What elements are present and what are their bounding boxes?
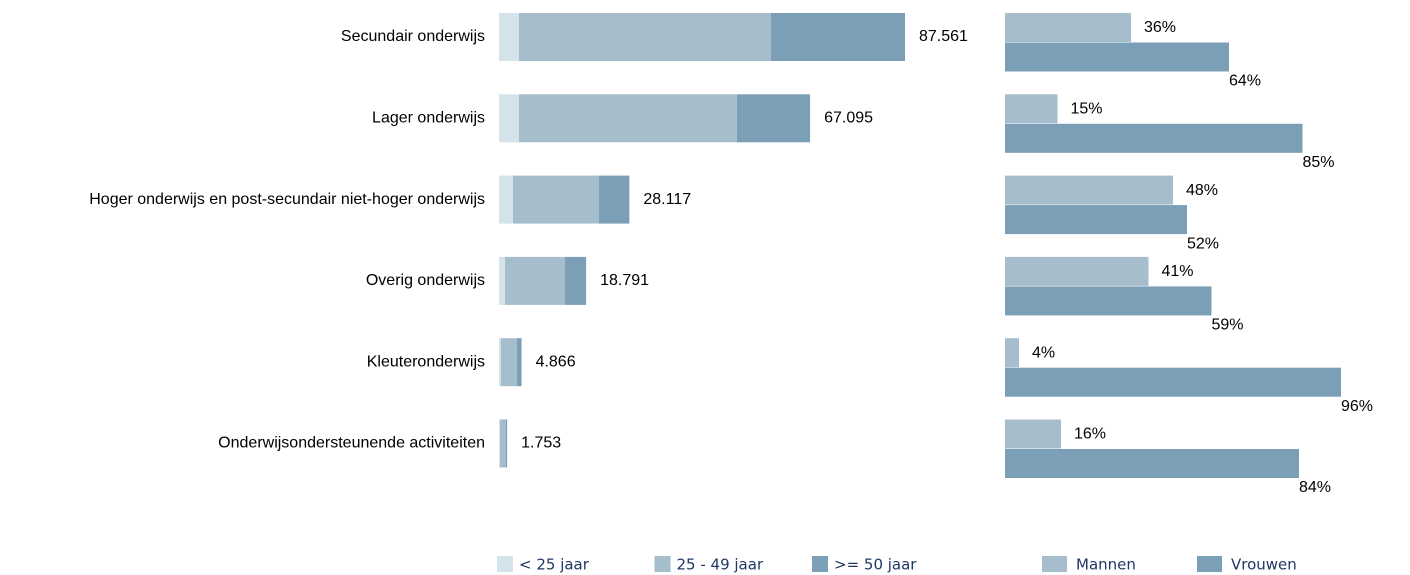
bar-segment bbox=[500, 338, 517, 387]
legend-swatch bbox=[1042, 556, 1067, 572]
value-label: 36% bbox=[1144, 19, 1176, 36]
bar-segment bbox=[499, 175, 513, 224]
legend-swatch bbox=[812, 556, 828, 572]
value-label: 4% bbox=[1032, 344, 1055, 361]
bar bbox=[1005, 94, 1058, 124]
legend-label: 25 - 49 jaar bbox=[677, 556, 764, 574]
value-label: 85% bbox=[1303, 154, 1335, 171]
bar bbox=[1005, 449, 1299, 478]
bar-segment bbox=[499, 13, 519, 61]
bar bbox=[1005, 338, 1019, 368]
bar-segment bbox=[499, 338, 501, 387]
value-label: 16% bbox=[1074, 426, 1106, 443]
total-label: 67.095 bbox=[824, 110, 873, 127]
value-label: 48% bbox=[1186, 182, 1218, 199]
bar-segment bbox=[736, 94, 811, 143]
bar-segment bbox=[516, 338, 522, 387]
total-label: 28.117 bbox=[643, 191, 691, 208]
bar bbox=[1005, 123, 1303, 153]
value-label: 41% bbox=[1162, 263, 1194, 280]
legend-swatch bbox=[497, 556, 513, 572]
category-label: Overig onderwijs bbox=[366, 272, 485, 289]
bar-segment bbox=[499, 419, 500, 468]
category-label: Lager onderwijs bbox=[372, 110, 485, 127]
value-label: 96% bbox=[1341, 398, 1373, 415]
bar-segment bbox=[770, 13, 905, 61]
value-label: 84% bbox=[1299, 479, 1331, 496]
total-label: 87.561 bbox=[919, 28, 968, 45]
bar-segment bbox=[499, 94, 519, 143]
legend-swatch bbox=[654, 556, 671, 572]
category-label: Kleuteronderwijs bbox=[367, 353, 485, 370]
bar bbox=[1005, 205, 1187, 235]
bar bbox=[1005, 286, 1212, 316]
bar-segment bbox=[499, 256, 506, 305]
total-label: 18.791 bbox=[600, 272, 649, 289]
value-label: 52% bbox=[1187, 235, 1219, 252]
legend-swatch bbox=[1197, 556, 1222, 572]
value-label: 15% bbox=[1071, 101, 1103, 118]
bar-segment bbox=[565, 256, 587, 305]
bar bbox=[1005, 13, 1131, 42]
legend-label: Mannen bbox=[1076, 556, 1136, 574]
bar-segment bbox=[518, 13, 771, 61]
value-label: 59% bbox=[1212, 317, 1244, 334]
bar bbox=[1005, 256, 1149, 286]
category-label: Hoger onderwijs en post-secundair niet-h… bbox=[89, 191, 485, 208]
legend-label: >= 50 jaar bbox=[834, 556, 917, 574]
legend-label: Vrouwen bbox=[1231, 556, 1297, 574]
bar bbox=[1005, 367, 1341, 397]
value-label: 64% bbox=[1229, 73, 1261, 90]
bar bbox=[1005, 175, 1173, 205]
total-label: 4.866 bbox=[536, 353, 576, 370]
category-label: Secundair onderwijs bbox=[341, 28, 485, 45]
total-label: 1.753 bbox=[521, 435, 561, 452]
bar-segment bbox=[505, 256, 566, 305]
bar bbox=[1005, 419, 1061, 449]
bar bbox=[1005, 42, 1229, 72]
bar-segment bbox=[512, 175, 599, 224]
bar-segment bbox=[598, 175, 630, 224]
bar-segment bbox=[505, 419, 508, 468]
legend-label: < 25 jaar bbox=[519, 556, 590, 574]
bar-segment bbox=[518, 94, 737, 143]
bar-segment bbox=[499, 419, 506, 468]
category-label: Onderwijsondersteunende activiteiten bbox=[218, 435, 485, 452]
